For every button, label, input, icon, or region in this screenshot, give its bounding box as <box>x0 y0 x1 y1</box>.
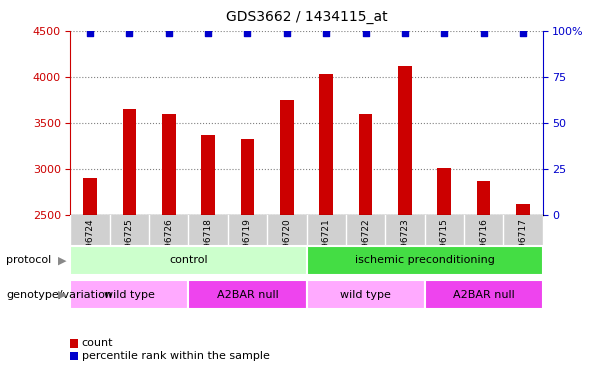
Bar <box>201 135 215 384</box>
Text: ▶: ▶ <box>58 290 67 300</box>
Point <box>204 30 213 36</box>
Point <box>479 30 489 36</box>
Point <box>85 30 95 36</box>
Text: wild type: wild type <box>340 290 391 300</box>
Text: GSM496726: GSM496726 <box>164 218 173 273</box>
Text: GSM496720: GSM496720 <box>283 218 291 273</box>
Point <box>400 30 409 36</box>
Bar <box>424 280 543 309</box>
Bar <box>516 204 530 384</box>
Bar <box>306 246 543 275</box>
Bar <box>70 280 189 309</box>
Text: GSM496722: GSM496722 <box>361 218 370 273</box>
Bar <box>70 246 306 275</box>
Text: GSM496716: GSM496716 <box>479 218 488 273</box>
Text: GSM496717: GSM496717 <box>519 218 527 273</box>
Bar <box>83 178 97 384</box>
Point <box>440 30 449 36</box>
Bar <box>280 100 294 384</box>
Bar <box>319 74 333 384</box>
Text: GSM496718: GSM496718 <box>204 218 213 273</box>
Point <box>124 30 134 36</box>
Text: GSM496725: GSM496725 <box>125 218 134 273</box>
Text: genotype/variation: genotype/variation <box>6 290 112 300</box>
Text: GDS3662 / 1434115_at: GDS3662 / 1434115_at <box>226 10 387 23</box>
Bar <box>189 280 306 309</box>
Text: A2BAR null: A2BAR null <box>216 290 278 300</box>
Text: protocol: protocol <box>6 255 51 265</box>
Point <box>321 30 331 36</box>
Bar <box>123 109 136 384</box>
Bar <box>437 168 451 384</box>
Bar <box>477 181 490 384</box>
Point <box>360 30 370 36</box>
Text: wild type: wild type <box>104 290 155 300</box>
Text: A2BAR null: A2BAR null <box>452 290 514 300</box>
Text: control: control <box>169 255 208 265</box>
Point <box>518 30 528 36</box>
Text: GSM496724: GSM496724 <box>86 218 94 273</box>
Text: percentile rank within the sample: percentile rank within the sample <box>82 351 269 361</box>
Text: GSM496723: GSM496723 <box>400 218 409 273</box>
Text: ▶: ▶ <box>58 255 67 265</box>
Bar <box>241 139 254 384</box>
Bar <box>162 114 176 384</box>
Bar <box>359 114 372 384</box>
Point <box>282 30 292 36</box>
Bar <box>398 66 412 384</box>
Text: count: count <box>82 338 113 348</box>
Text: ischemic preconditioning: ischemic preconditioning <box>354 255 495 265</box>
Text: GSM496719: GSM496719 <box>243 218 252 273</box>
Text: GSM496721: GSM496721 <box>322 218 330 273</box>
Bar <box>306 280 424 309</box>
Text: GSM496715: GSM496715 <box>440 218 449 273</box>
Point <box>243 30 253 36</box>
Point <box>164 30 173 36</box>
